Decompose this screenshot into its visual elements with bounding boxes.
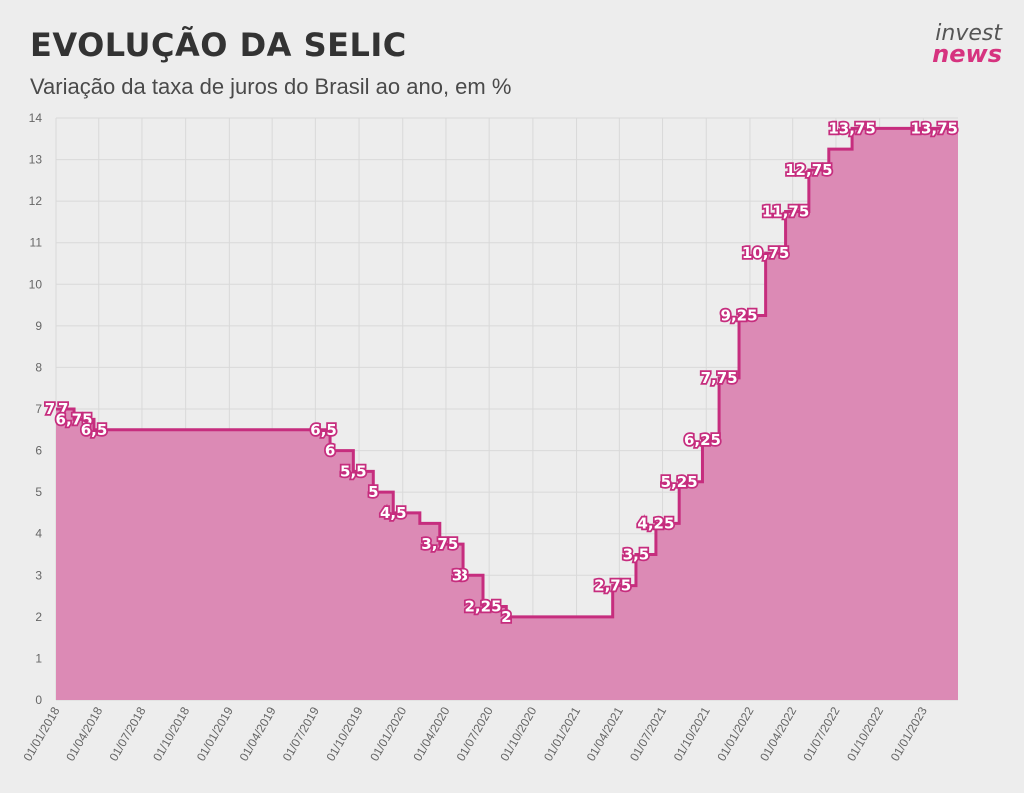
y-tick-label: 1 xyxy=(35,651,42,665)
x-tick-label: 01/01/2023 xyxy=(888,704,930,763)
x-tick-label: 01/04/2020 xyxy=(410,704,452,763)
data-label: 7 xyxy=(58,400,68,418)
y-tick-label: 12 xyxy=(29,194,43,208)
y-tick-label: 7 xyxy=(35,402,42,416)
y-tick-label: 14 xyxy=(29,111,43,125)
y-tick-label: 0 xyxy=(35,693,42,707)
x-tick-label: 01/07/2018 xyxy=(106,704,148,763)
x-tick-label: 01/04/2022 xyxy=(757,704,799,763)
data-label: 11,75 xyxy=(762,203,809,221)
data-label: 6,25 xyxy=(684,431,721,449)
data-label: 6,5 xyxy=(81,421,108,439)
data-label: 5,25 xyxy=(661,473,698,491)
x-tick-label: 01/04/2021 xyxy=(584,704,626,763)
y-tick-label: 10 xyxy=(29,277,43,291)
x-tick-label: 01/01/2019 xyxy=(194,704,236,763)
x-tick-label: 01/10/2018 xyxy=(150,704,192,763)
x-tick-label: 01/04/2019 xyxy=(237,704,279,763)
data-label: 4,25 xyxy=(637,514,674,532)
data-label: 6 xyxy=(325,442,335,460)
data-label: 3,5 xyxy=(623,546,650,564)
y-tick-label: 11 xyxy=(30,236,43,250)
y-tick-label: 3 xyxy=(35,568,42,582)
x-tick-label: 01/04/2018 xyxy=(63,704,105,763)
data-label: 2,75 xyxy=(594,577,631,595)
data-label: 7 xyxy=(45,400,55,418)
y-tick-label: 4 xyxy=(35,527,42,541)
x-tick-label: 01/10/2021 xyxy=(671,704,713,763)
data-label: 6,5 xyxy=(310,421,337,439)
data-label: 12,75 xyxy=(785,161,832,179)
y-tick-label: 2 xyxy=(35,610,42,624)
data-label: 5 xyxy=(368,483,378,501)
investnews-logo: invest news xyxy=(932,21,1002,68)
data-label: 6,75 xyxy=(56,410,93,428)
y-tick-label: 9 xyxy=(35,319,42,333)
area-fill xyxy=(56,128,958,701)
data-label: 2,25 xyxy=(465,597,502,615)
data-label: 13,75 xyxy=(828,119,875,137)
logo-line-news: news xyxy=(932,39,1002,68)
y-tick-label: 5 xyxy=(35,485,42,499)
data-label: 7,75 xyxy=(701,369,738,387)
x-tick-label: 01/10/2022 xyxy=(844,704,886,763)
x-tick-label: 01/07/2021 xyxy=(627,704,669,763)
step-line xyxy=(56,126,958,619)
x-tick-label: 01/10/2020 xyxy=(497,704,539,763)
x-axis-ticks: 01/01/2018 01/04/2018 01/07/2018 01/10/2018… xyxy=(20,704,930,763)
x-tick-label: 01/07/2020 xyxy=(454,704,496,763)
x-tick-label: 01/10/2019 xyxy=(323,704,365,763)
y-tick-label: 6 xyxy=(35,444,42,458)
x-tick-label: 01/01/2021 xyxy=(541,704,583,763)
x-tick-label: 01/01/2018 xyxy=(20,704,62,763)
logo-line-invest: invest xyxy=(935,21,1002,46)
x-tick-label: 01/01/2020 xyxy=(367,704,409,763)
chart-title: EVOLUÇÃO DA SELIC xyxy=(30,26,407,64)
data-label: 4,5 xyxy=(380,504,407,522)
y-tick-label: 13 xyxy=(29,153,43,167)
chart-subtitle: Variação da taxa de juros do Brasil ao a… xyxy=(30,74,512,99)
data-label: 3,75 xyxy=(421,535,458,553)
data-label: 3 xyxy=(452,566,462,584)
data-label: 3 xyxy=(458,566,468,584)
data-label: 9,25 xyxy=(721,306,758,324)
data-label: 2 xyxy=(501,608,511,626)
data-label: 10,75 xyxy=(742,244,789,262)
y-tick-label: 8 xyxy=(35,360,42,374)
x-tick-label: 01/07/2019 xyxy=(280,704,322,763)
data-labels: 76,756,565,554,53,7532,2522,753,54,255,2… xyxy=(43,118,960,628)
series-area xyxy=(56,126,958,701)
data-label: 13,75 xyxy=(911,119,958,137)
x-tick-label: 01/01/2022 xyxy=(714,704,756,763)
x-tick-label: 01/07/2022 xyxy=(800,704,842,763)
data-label: 5,5 xyxy=(340,462,367,480)
